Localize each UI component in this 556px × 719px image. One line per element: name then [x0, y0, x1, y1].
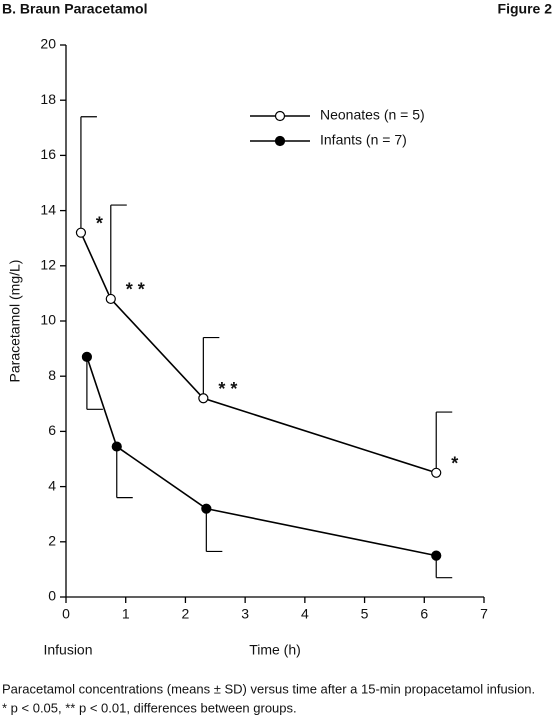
- data-point: [105, 293, 116, 305]
- error-bar: [435, 411, 453, 473]
- error-bar: [202, 336, 220, 399]
- x-note: Infusion: [43, 642, 92, 658]
- y-tick-label: 14: [40, 201, 56, 217]
- x-tick-label: 4: [301, 606, 309, 622]
- x-tick-label: 2: [182, 606, 190, 622]
- legend-label: Neonates (n = 5): [320, 107, 425, 123]
- error-bar: [110, 204, 127, 299]
- error-bar: [86, 356, 103, 410]
- data-point: [431, 467, 442, 478]
- y-tick-label: 12: [40, 257, 56, 273]
- data-point: [111, 441, 122, 452]
- y-tick-label: 0: [48, 588, 56, 604]
- x-tick-label: 7: [480, 606, 488, 622]
- significance-mark: * *: [218, 379, 237, 399]
- significance-mark: * *: [126, 280, 145, 300]
- data-point: [81, 351, 93, 362]
- legend-marker: [274, 110, 286, 122]
- series-line: [86, 356, 437, 557]
- data-point: [198, 393, 209, 404]
- caption: * p < 0.05, ** p < 0.01, differences bet…: [2, 700, 297, 715]
- significance-mark: *: [451, 454, 458, 474]
- y-tick-label: 20: [40, 36, 56, 52]
- y-tick-label: 8: [48, 367, 56, 383]
- figure-label: Figure 2: [498, 1, 553, 17]
- data-point: [431, 550, 442, 561]
- x-tick-label: 3: [241, 606, 249, 622]
- y-tick-label: 2: [48, 533, 56, 549]
- error-bar: [80, 116, 97, 233]
- x-tick-label: 1: [122, 606, 130, 622]
- data-point: [201, 503, 212, 514]
- x-tick-label: 6: [420, 606, 428, 622]
- error-bar: [116, 446, 133, 499]
- x-axis-label: Time (h): [249, 642, 301, 658]
- y-tick-label: 6: [48, 422, 56, 438]
- header-title: B. Braun Paracetamol: [2, 1, 148, 17]
- y-tick-label: 16: [40, 146, 56, 162]
- y-tick-label: 18: [40, 91, 56, 107]
- significance-mark: *: [96, 213, 103, 233]
- x-tick-label: 0: [62, 606, 70, 622]
- legend-label: Infants (n = 7): [320, 132, 407, 148]
- series-line: [80, 232, 437, 474]
- y-axis-label: Paracetamol (mg/L): [7, 260, 23, 383]
- data-point: [75, 227, 87, 238]
- y-tick-label: 4: [48, 477, 56, 493]
- x-tick-label: 5: [361, 606, 369, 622]
- error-bar: [205, 508, 223, 553]
- legend-marker: [274, 135, 286, 147]
- y-tick-label: 10: [40, 312, 56, 328]
- caption: Paracetamol concentrations (means ± SD) …: [2, 681, 535, 696]
